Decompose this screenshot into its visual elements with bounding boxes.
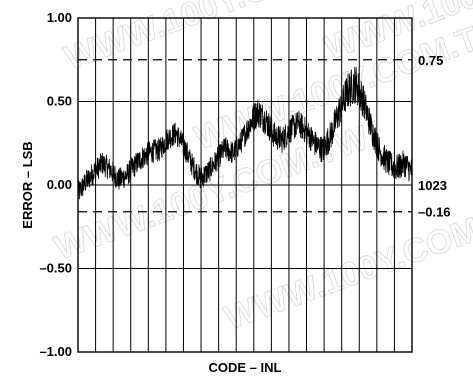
x-axis-label: CODE – INL	[209, 360, 282, 375]
limit-lines	[78, 59, 412, 213]
end-code-label: 1023	[418, 178, 447, 193]
y-tick-label: 0.50	[47, 94, 72, 109]
y-tick-label: –0.50	[39, 261, 72, 276]
y-tick-label: 0.00	[47, 177, 72, 192]
y-tick-label: 1.00	[47, 10, 72, 25]
inl-error-trace	[77, 66, 413, 200]
series-layer	[77, 66, 413, 200]
y-tick-labels: 1.00 0.50 0.00 –0.50 –1.00	[39, 10, 72, 359]
limit-label-0: 0.75	[418, 53, 443, 68]
right-labels: 0.75 –0.16 1023	[418, 53, 451, 220]
y-axis-label: ERROR – LSB	[20, 141, 35, 228]
plot-frame	[77, 17, 413, 353]
y-tick-label: –1.00	[39, 344, 72, 359]
grid-layer	[78, 18, 412, 352]
limit-label-1: –0.16	[418, 205, 451, 220]
